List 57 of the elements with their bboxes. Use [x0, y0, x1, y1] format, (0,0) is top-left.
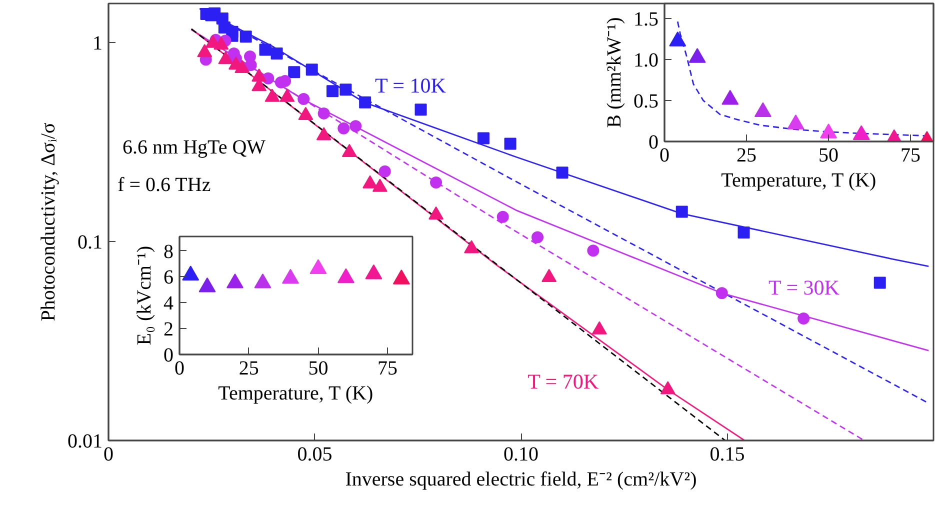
point: [477, 132, 490, 144]
series-label: T = 70K: [528, 370, 599, 394]
point: [676, 206, 688, 218]
y-tick-label: 1: [92, 32, 102, 54]
point: [556, 166, 568, 179]
point: [716, 287, 728, 300]
point: [244, 59, 257, 72]
annotation: 6.6 nm HgTe QW: [122, 136, 266, 159]
series-label: T = 10K: [374, 74, 446, 98]
y-tick-label: 0.1: [78, 231, 102, 254]
y-tick-label: 2: [164, 318, 174, 341]
y-axis-title: Photoconductivity, Δσᵢ/σ: [38, 122, 60, 322]
y-tick-label: 0.5: [634, 90, 658, 112]
point: [414, 104, 427, 116]
y-tick-label: 8: [164, 240, 174, 263]
x-axis-title: Temperature, T (K): [721, 170, 876, 192]
y-tick-label: 4: [164, 292, 174, 315]
point: [378, 165, 391, 178]
x-tick-label: 25: [736, 144, 757, 166]
x-axis-title: Inverse squared electric field, E⁻² (cm²/kV²): [345, 468, 697, 490]
point: [738, 226, 750, 238]
point: [298, 93, 310, 105]
y-tick-label: 0.01: [68, 430, 102, 452]
x-tick-label: 50: [818, 144, 839, 166]
point: [240, 30, 252, 43]
y-axis-title: B (mm²kW⁻¹): [604, 17, 626, 128]
point: [288, 66, 300, 78]
point: [338, 122, 350, 134]
y-axis-title: E₀ (kVcm⁻¹): [134, 246, 156, 346]
point: [350, 120, 362, 132]
point: [318, 107, 330, 120]
x-tick-label: 0.10: [504, 444, 538, 466]
point: [874, 276, 886, 289]
series-label: T = 30K: [768, 276, 840, 300]
x-axis-title: Temperature, T (K): [218, 382, 374, 404]
point: [259, 44, 272, 56]
point: [359, 96, 372, 108]
point: [430, 176, 442, 188]
point: [326, 85, 338, 98]
point: [587, 244, 600, 257]
point: [532, 231, 544, 244]
x-tick-label: 50: [308, 358, 328, 380]
x-tick-label: 75: [900, 144, 921, 166]
y-tick-label: 1.0: [634, 49, 658, 72]
y-tick-label: 6: [164, 266, 174, 289]
x-tick-label: 0.15: [710, 444, 745, 466]
x-tick-label: 0.05: [297, 444, 332, 466]
point: [504, 138, 516, 150]
x-tick-label: 75: [378, 358, 398, 380]
point: [340, 84, 352, 96]
point: [798, 312, 810, 325]
y-tick-label: 1.5: [634, 8, 658, 30]
x-tick-label: 25: [238, 358, 259, 380]
point: [496, 210, 509, 223]
annotation: f = 0.6 THz: [118, 174, 211, 196]
point: [306, 64, 318, 76]
point: [270, 48, 283, 60]
